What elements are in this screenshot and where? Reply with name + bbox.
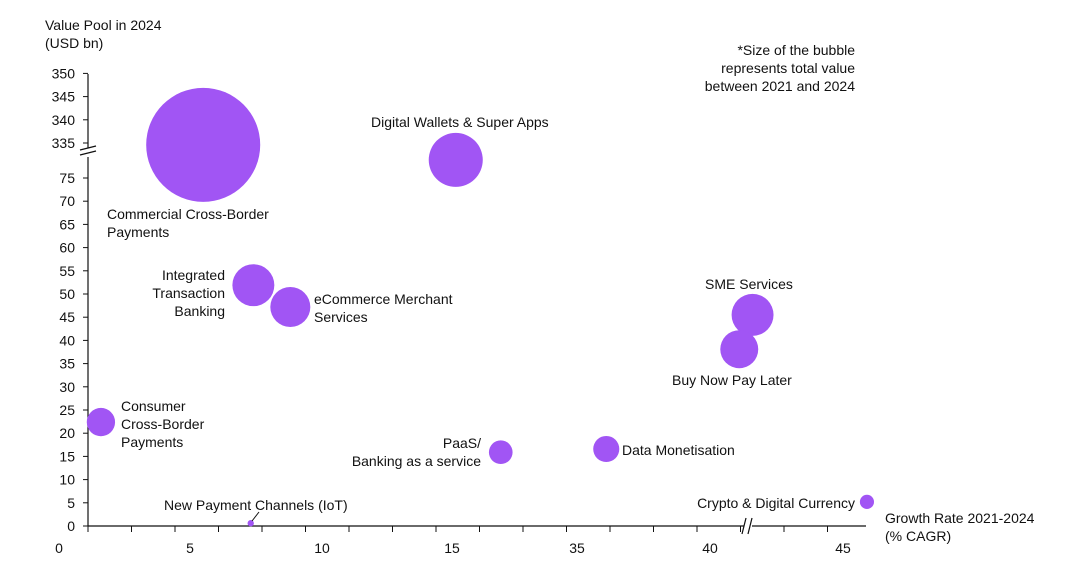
- y-tick-label: 60: [59, 240, 75, 256]
- bubble-9: [859, 494, 875, 509]
- y-tick-label: 345: [52, 89, 76, 105]
- x-tick-label: 40: [702, 540, 718, 556]
- y-tick-label: 20: [59, 425, 75, 441]
- x-axis-title-line1: Growth Rate 2021-2024: [885, 510, 1035, 526]
- note-line2: represents total value: [721, 60, 855, 76]
- bubble-3: [270, 286, 311, 327]
- y-axis-break-mark: [79, 150, 97, 156]
- bubble-0: [146, 87, 261, 202]
- y-tick-label: 50: [59, 286, 75, 302]
- x-tick-label: 5: [186, 540, 194, 556]
- x-tick-label: 10: [314, 540, 330, 556]
- label-data-monetisation: Data Monetisation: [622, 442, 735, 458]
- x-axis-break-mark: [741, 517, 747, 535]
- label-iot: New Payment Channels (IoT): [164, 497, 348, 513]
- y-tick-label: 15: [59, 448, 75, 464]
- y-tick-label: 5: [67, 495, 75, 511]
- y-tick-label: 70: [59, 193, 75, 209]
- x-axis-break-mark: [747, 517, 753, 535]
- label-integrated-transaction-banking: Integrated Transaction Banking: [152, 267, 225, 319]
- y-tick-label: 35: [59, 356, 75, 372]
- bubble-2: [232, 264, 275, 307]
- y-tick-label: 335: [52, 135, 76, 151]
- y-tick-label: 25: [59, 402, 75, 418]
- y-tick-label: 55: [59, 263, 75, 279]
- x-tick-label: 0: [55, 540, 63, 556]
- bubble-6: [86, 407, 116, 437]
- y-tick-label: 40: [59, 332, 75, 348]
- label-digital-wallets: Digital Wallets & Super Apps: [371, 114, 549, 130]
- x-axis-title-line2: (% CAGR): [885, 528, 952, 544]
- label-consumer-cross-border: Consumer Cross-Border Payments: [121, 398, 205, 450]
- y-tick-label: 45: [59, 309, 75, 325]
- x-tick-label: 45: [835, 540, 851, 556]
- note-line1: *Size of the bubble: [737, 42, 855, 58]
- y-axis-break-mark: [79, 145, 97, 151]
- y-axis-title-line1: Value Pool in 2024: [45, 17, 162, 33]
- y-tick-label: 10: [59, 472, 75, 488]
- y-tick-label: 350: [52, 65, 76, 81]
- label-ecommerce-merchant: eCommerce Merchant Services: [314, 291, 453, 325]
- label-sme-services: SME Services: [705, 276, 793, 292]
- bubble-1: [428, 132, 483, 187]
- label-paas: PaaS/Banking as a service: [351, 435, 481, 469]
- iot-leader-line: [251, 511, 260, 522]
- bubble-4: [731, 293, 774, 336]
- y-tick-label: 0: [67, 518, 75, 534]
- bubble-5: [720, 330, 759, 369]
- label-crypto: Crypto & Digital Currency: [697, 495, 855, 511]
- y-tick-label: 75: [59, 170, 75, 186]
- x-tick-label: 15: [444, 540, 460, 556]
- y-tick-label: 340: [52, 112, 76, 128]
- bubble-7: [488, 440, 513, 465]
- y-tick-label: 65: [59, 216, 75, 232]
- y-tick-label: 30: [59, 379, 75, 395]
- x-tick-label: 35: [569, 540, 585, 556]
- bubble-8: [593, 435, 620, 463]
- bubble-10: [247, 520, 254, 527]
- y-axis-title-line2: (USD bn): [45, 35, 104, 51]
- label-bnpl: Buy Now Pay Later: [672, 372, 792, 388]
- note-line3: between 2021 and 2024: [704, 78, 855, 94]
- label-commercial-cross-border: Commercial Cross-Border Payments: [107, 206, 269, 240]
